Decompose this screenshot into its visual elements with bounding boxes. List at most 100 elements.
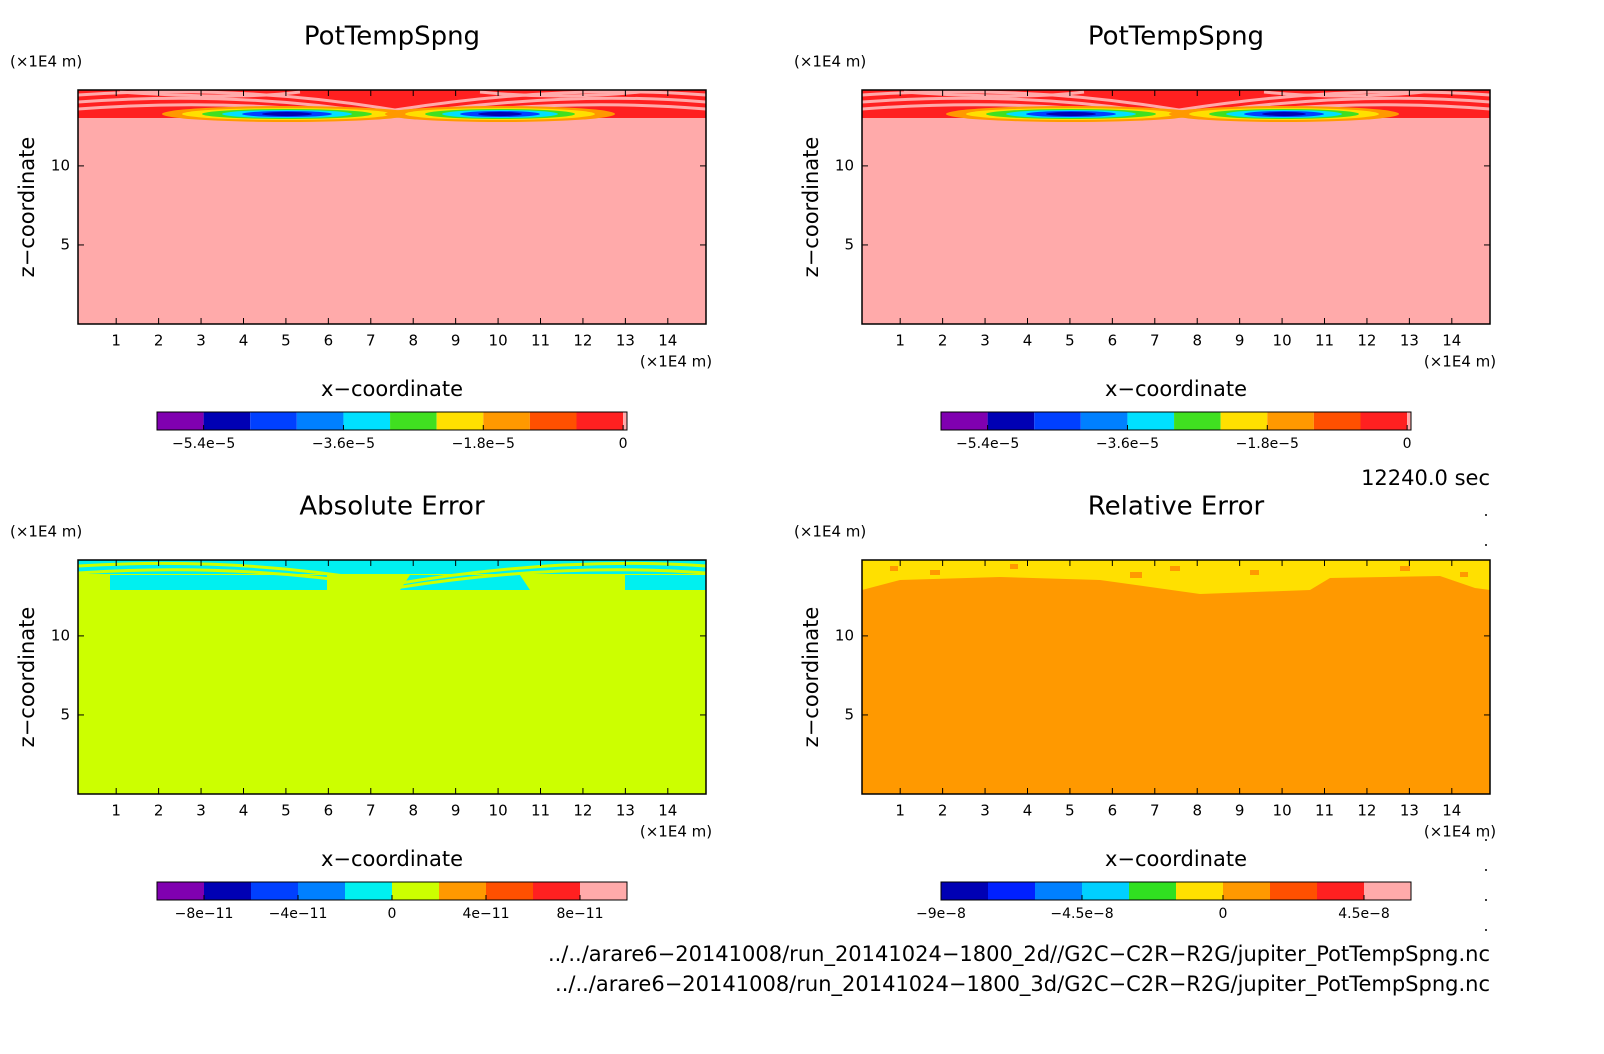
- x-tick-label: 14: [1442, 332, 1461, 350]
- colorbar-box: [580, 882, 627, 900]
- x-tick-label: 10: [1273, 802, 1292, 820]
- colorbar-box: [436, 412, 484, 430]
- x-tick-label: 10: [489, 802, 508, 820]
- colorbar-tick-label: −9e−8: [916, 906, 966, 922]
- colorbar-box: [529, 412, 577, 430]
- colorbar-box: [1317, 882, 1364, 900]
- y-label: z−coordinate: [799, 137, 823, 278]
- x-tick-label: 9: [1235, 802, 1245, 820]
- x-tick-label: 14: [658, 802, 677, 820]
- x-tick-label: 10: [489, 332, 508, 350]
- x-unit: (×1E4 m): [1424, 823, 1496, 841]
- colorbar-box: [157, 882, 204, 900]
- x-tick-label: 4: [239, 332, 249, 350]
- x-tick-label: 3: [196, 332, 206, 350]
- y-tick-label: 5: [844, 705, 854, 723]
- x-tick-label: 7: [1150, 802, 1160, 820]
- panel-title: Relative Error: [1088, 492, 1265, 522]
- colorbar-tick-label: 4.5e−8: [1338, 906, 1390, 922]
- x-tick-label: 2: [938, 802, 948, 820]
- x-tick-label: 3: [196, 802, 206, 820]
- colorbar-tick-label: 0: [1219, 906, 1228, 922]
- plot-frame: [861, 89, 1491, 325]
- colorbar-box: [1313, 412, 1361, 430]
- colorbar-frame: [156, 411, 628, 431]
- y-label: z−coordinate: [15, 607, 39, 748]
- field-lobes: [162, 106, 615, 122]
- colorbar-box: [941, 412, 988, 430]
- x-tick-label: 9: [451, 332, 461, 350]
- colorbar-box: [157, 412, 204, 430]
- x-tick-label: 11: [531, 332, 550, 350]
- colorbar-box: [439, 882, 486, 900]
- colorbar-tick-label: −4.5e−8: [1050, 906, 1113, 922]
- colorbar-box: [392, 882, 439, 900]
- x-tick-label: 5: [1065, 332, 1075, 350]
- colorbar-tick-label: 4e−11: [462, 906, 509, 922]
- colorbar-box: [1080, 412, 1128, 430]
- y-unit: (×1E4 m): [794, 523, 866, 541]
- colorbar-box: [486, 882, 533, 900]
- x-unit: (×1E4 m): [1424, 353, 1496, 371]
- file-path: ../../arare6−20141008/run_20141024−1800_…: [548, 942, 1490, 967]
- colorbar-box: [1407, 412, 1411, 430]
- colorbar-box: [1082, 882, 1129, 900]
- colorbar-tick-label: −5.4e−5: [956, 436, 1019, 452]
- colorbar-box: [1129, 882, 1176, 900]
- colorbar-box: [623, 412, 627, 430]
- colorbar-tick-label: 0: [1403, 436, 1412, 452]
- x-tick-label: 1: [895, 332, 905, 350]
- panel-title: Absolute Error: [299, 492, 485, 522]
- plot-frame: [77, 559, 707, 795]
- colorbar-box: [988, 882, 1035, 900]
- x-label: x−coordinate: [321, 377, 463, 401]
- x-tick-label: 12: [573, 802, 592, 820]
- y-tick-label: 10: [835, 156, 854, 174]
- x-tick-label: 8: [1192, 332, 1202, 350]
- x-tick-label: 11: [1315, 332, 1334, 350]
- colorbar-tick-label: 0: [619, 436, 628, 452]
- x-label: x−coordinate: [1105, 847, 1247, 871]
- x-tick-label: 7: [366, 332, 376, 350]
- y-tick-label: 10: [835, 626, 854, 644]
- x-tick-label: 8: [1192, 802, 1202, 820]
- y-unit: (×1E4 m): [10, 523, 82, 541]
- x-tick-label: 5: [1065, 802, 1075, 820]
- colorbar-frame: [940, 411, 1412, 431]
- colorbar-tick-label: −1.8e−5: [452, 436, 515, 452]
- colorbar-box: [343, 412, 391, 430]
- x-tick-label: 14: [658, 332, 677, 350]
- stray-dots: [1485, 514, 1487, 931]
- colorbar-tick-label: −5.4e−5: [172, 436, 235, 452]
- colorbar-tick-label: −1.8e−5: [1236, 436, 1299, 452]
- y-label: z−coordinate: [15, 137, 39, 278]
- colorbar-tick-label: −4e−11: [269, 906, 328, 922]
- y-tick-label: 10: [51, 626, 70, 644]
- x-tick-label: 4: [1023, 802, 1033, 820]
- x-tick-label: 6: [324, 802, 334, 820]
- x-tick-label: 9: [451, 802, 461, 820]
- colorbar-box: [941, 882, 988, 900]
- colorbar-box: [1220, 412, 1268, 430]
- colorbar-box: [1270, 882, 1317, 900]
- y-tick-label: 5: [60, 235, 70, 253]
- x-tick-label: 9: [1235, 332, 1245, 350]
- colorbar-frame: [940, 881, 1412, 901]
- colorbar-box: [345, 882, 392, 900]
- colorbar-box: [250, 412, 297, 430]
- y-tick-label: 5: [844, 235, 854, 253]
- x-tick-label: 14: [1442, 802, 1461, 820]
- field-potemp: [77, 90, 707, 324]
- y-unit: (×1E4 m): [10, 53, 82, 71]
- colorbar-box: [1364, 882, 1411, 900]
- x-tick-label: 13: [616, 332, 635, 350]
- x-tick-label: 1: [895, 802, 905, 820]
- colorbar-box: [1223, 882, 1270, 900]
- colorbar-tick-label: 8e−11: [556, 906, 603, 922]
- x-tick-label: 1: [111, 332, 121, 350]
- plot-frame: [77, 89, 707, 325]
- colorbar-box: [1035, 882, 1082, 900]
- x-tick-label: 7: [366, 802, 376, 820]
